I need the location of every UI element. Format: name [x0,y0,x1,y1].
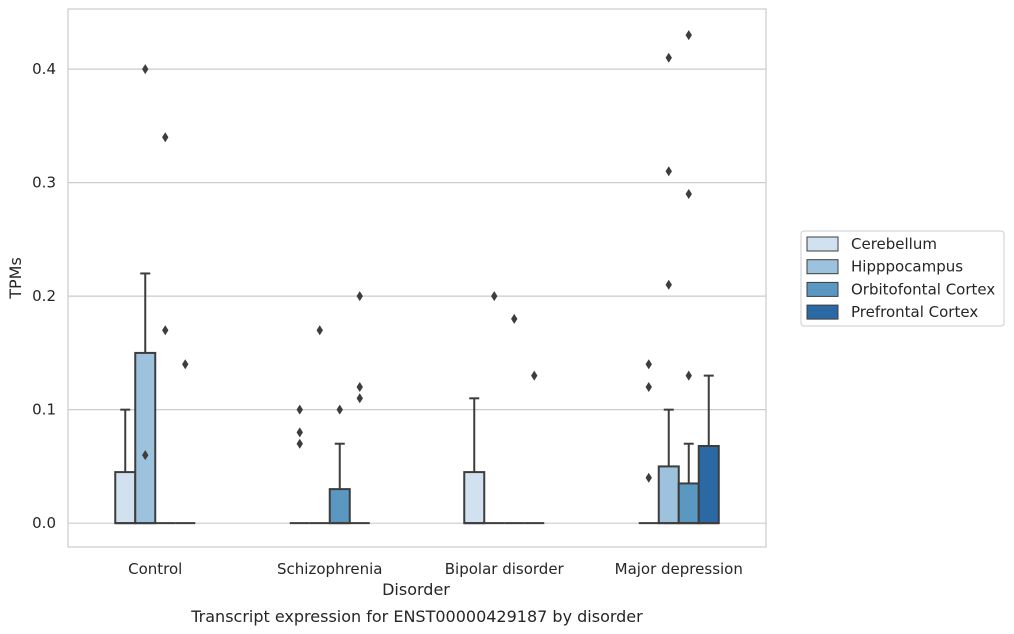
box [134,351,157,525]
box-1-0 [289,404,310,525]
outlier-point [685,189,692,200]
x-tick-label: Major depression [615,560,743,578]
y-tick-labels: 0.0 0.1 0.2 0.3 0.4 [32,60,56,532]
box-2-3 [524,370,545,525]
box-3-3 [697,374,720,525]
outlier-point [645,381,652,392]
outlier-point [182,359,189,370]
box-3-2 [677,30,700,525]
legend-swatch [806,304,839,320]
x-tick-label: Schizophrenia [277,560,382,578]
outlier-point [645,472,652,483]
y-tick-label: 0.0 [32,514,56,532]
outlier-point [316,325,323,336]
box-0-0 [114,408,137,525]
box-2-2 [504,313,525,525]
outlier-point [685,370,692,381]
outlier-point [645,359,652,370]
box-1-3 [349,291,370,525]
x-axis-label: Disorder [382,580,450,599]
outlier-point [356,381,363,392]
outlier-point [162,132,169,143]
box [463,471,486,525]
box-1-1 [309,325,330,525]
legend-frame [800,230,1005,327]
box-0-3 [175,359,196,525]
outlier-point [162,325,169,336]
outlier-point [336,404,343,415]
box [657,465,680,525]
outlier-point [685,30,692,41]
x-tick-labels: Control Schizophrenia Bipolar disorder Majo… [128,560,743,578]
box [328,488,351,525]
gridlines [68,68,766,524]
box-3-0 [638,359,659,525]
box [697,444,720,525]
y-axis-label: TPMs [6,257,25,300]
legend-label: Prefrontal Cortex [851,303,978,321]
legend-swatch [806,281,839,297]
outlier-point [356,291,363,302]
legend-swatch [806,259,839,275]
x-tick-label: Bipolar disorder [445,560,565,578]
outlier-point [531,370,538,381]
outlier-point [665,166,672,177]
box-2-0 [463,397,486,525]
outlier-point [142,64,149,75]
legend-label: Orbitofontal Cortex [851,280,995,298]
outlier-point [296,404,303,415]
y-tick-label: 0.2 [32,287,56,305]
legend-label: Hipppocampus [851,258,963,276]
box-0-1 [134,64,157,525]
box-3-1 [657,52,680,525]
outlier-point [665,279,672,290]
box-2-1 [484,291,505,525]
outlier-point [356,393,363,404]
x-tick-label: Control [128,560,182,578]
y-tick-label: 0.4 [32,60,56,78]
box-0-2 [155,132,176,525]
box [677,482,700,525]
outlier-point [491,291,498,302]
outlier-point [142,450,149,461]
y-tick-label: 0.1 [32,401,56,419]
outlier-point [296,438,303,449]
figure-caption: Transcript expression for ENST0000042918… [190,607,643,626]
legend-swatch [806,236,839,252]
outlier-point [511,313,518,324]
box-1-2 [328,404,351,525]
box [114,471,137,525]
plot-frame [67,8,767,548]
legend: Cerebellum Hipppocampus Orbitofontal Corte… [800,230,1005,327]
legend-label: Cerebellum [851,235,937,253]
y-tick-label: 0.3 [32,174,56,192]
boxes [114,30,720,525]
outlier-point [665,52,672,63]
outlier-point [296,427,303,438]
